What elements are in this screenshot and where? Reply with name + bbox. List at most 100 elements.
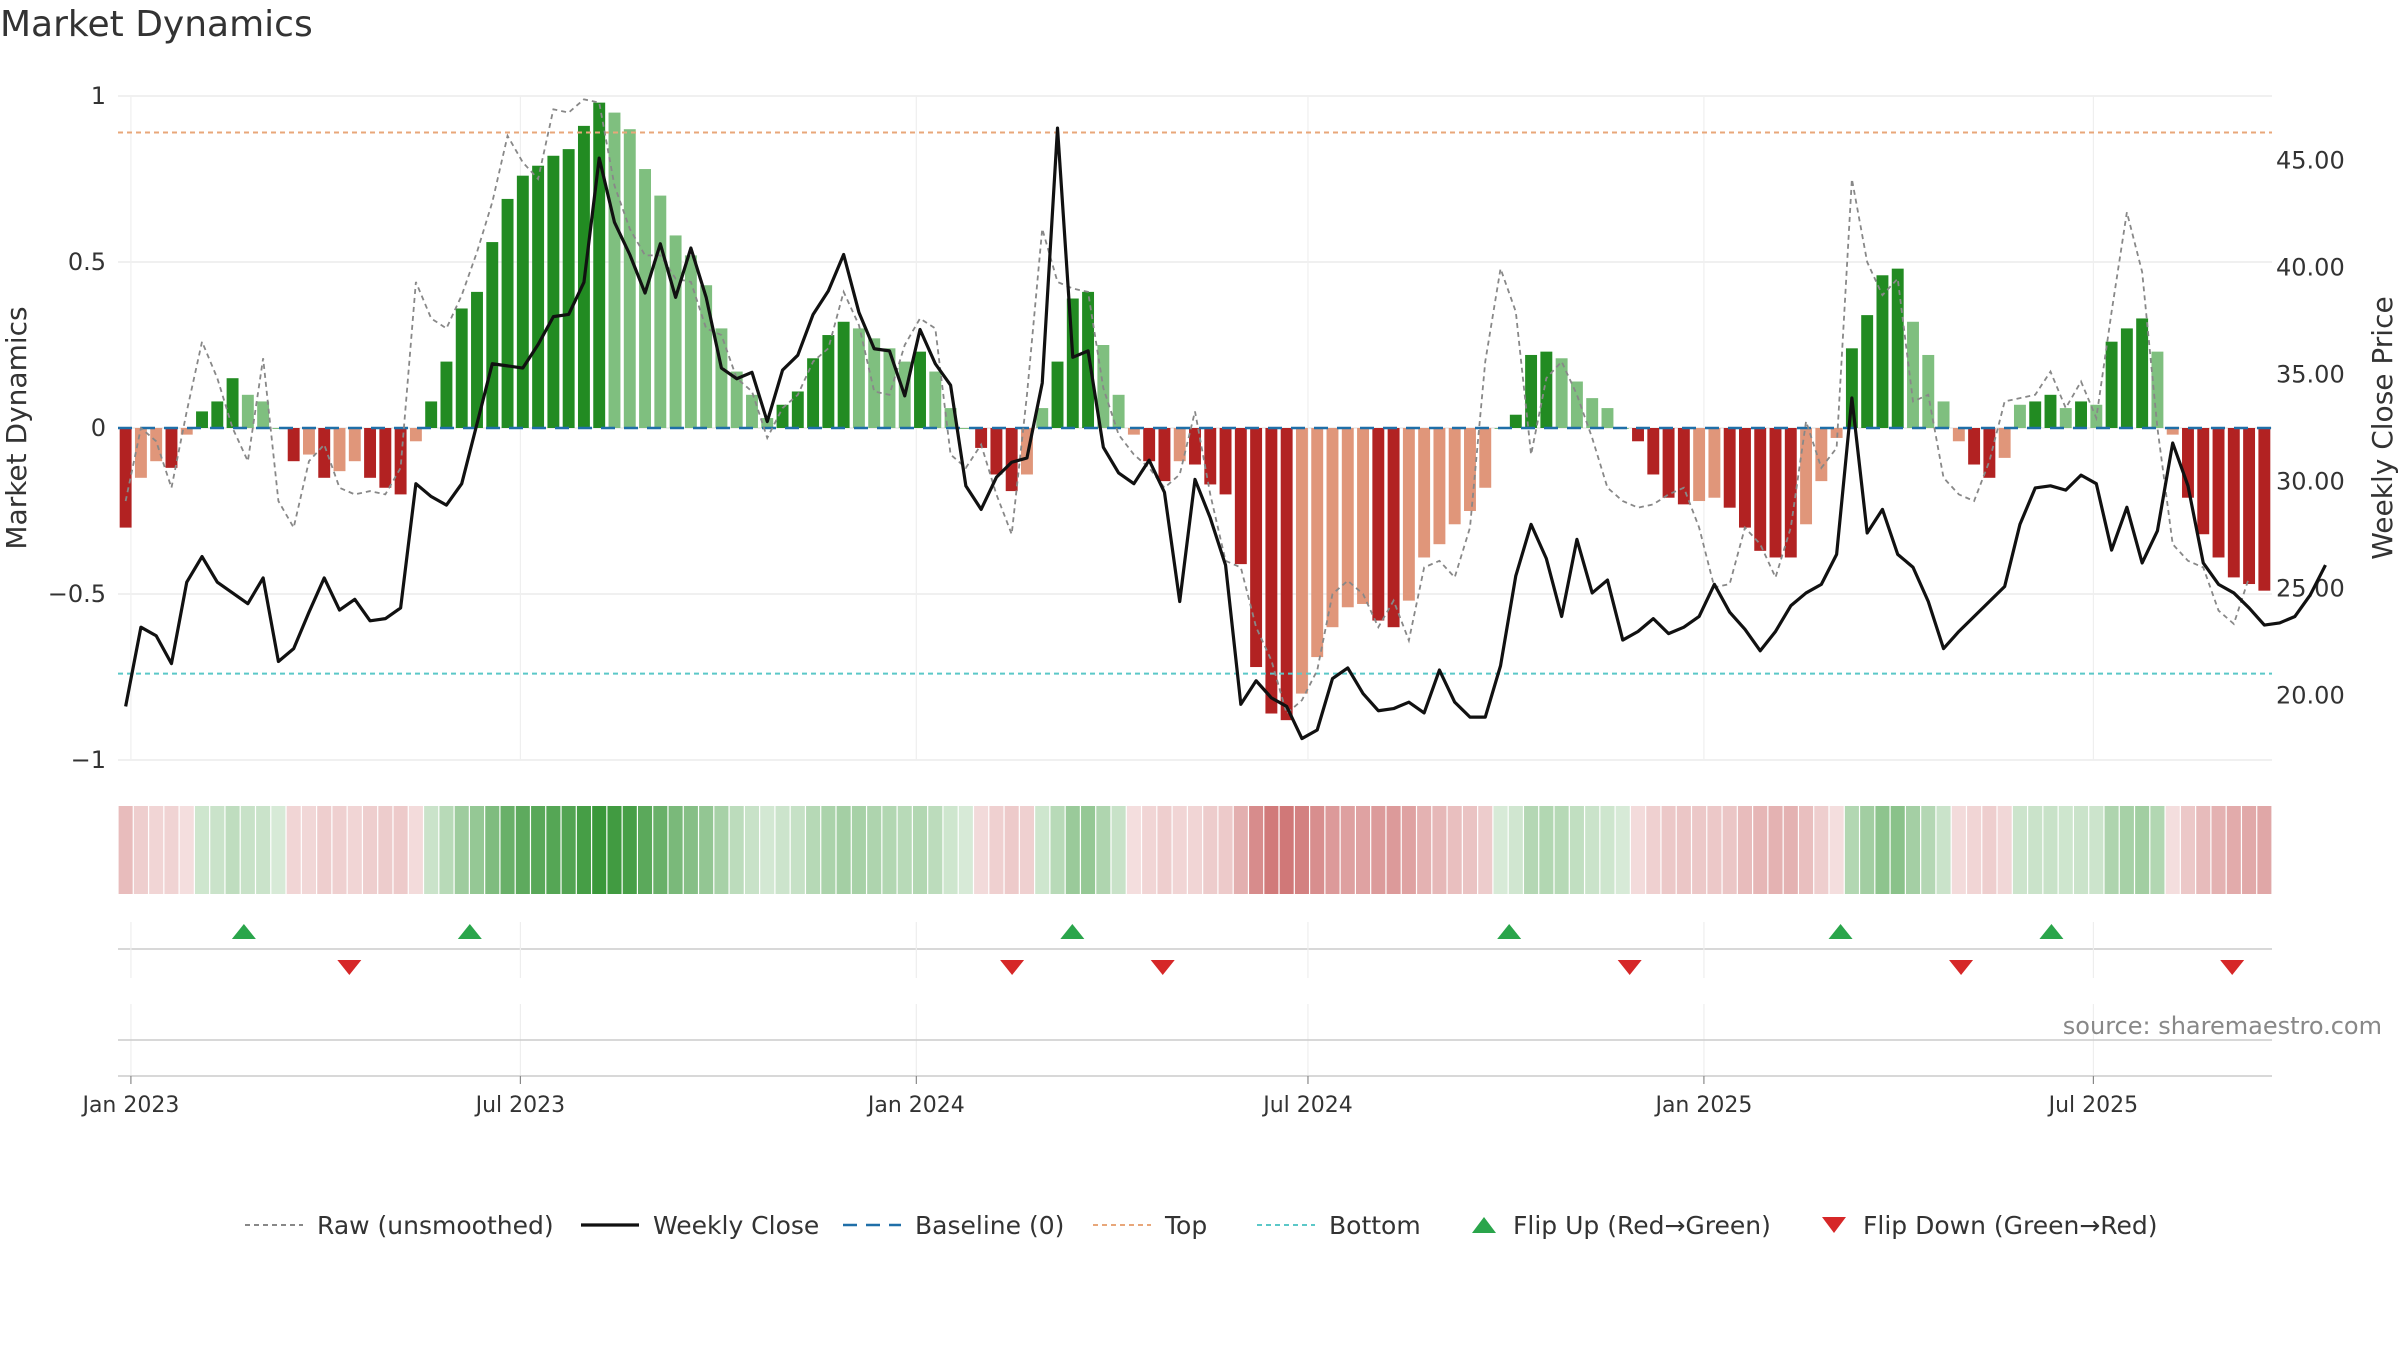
heat-strip-cell bbox=[546, 806, 561, 894]
legend-label: Bottom bbox=[1329, 1211, 1421, 1240]
heat-strip-cell bbox=[271, 806, 286, 894]
dynamics-bar bbox=[348, 428, 361, 462]
flip-up-marker bbox=[1828, 924, 1853, 939]
dynamics-bar bbox=[2029, 401, 2042, 428]
heat-strip-cell bbox=[2012, 806, 2027, 894]
heat-strip-cell bbox=[1554, 806, 1569, 894]
left-tick-label: −0.5 bbox=[48, 580, 106, 608]
heat-strip-cell bbox=[194, 806, 210, 894]
dynamics-bar bbox=[1219, 428, 1232, 495]
dynamics-bar bbox=[1127, 428, 1140, 435]
heat-strip-cell bbox=[1187, 806, 1203, 894]
dynamics-bar bbox=[1723, 428, 1736, 508]
heat-strip-cell bbox=[1035, 806, 1050, 894]
dynamics-bar bbox=[1586, 398, 1599, 428]
dynamics-bar bbox=[425, 401, 438, 428]
dynamics-bar bbox=[409, 428, 422, 442]
heat-strip-cell bbox=[378, 806, 393, 894]
heat-strip-cell bbox=[2074, 806, 2089, 894]
heat-strip-cell bbox=[2242, 806, 2257, 894]
dynamics-bar bbox=[2258, 428, 2271, 591]
dynamics-bar bbox=[379, 428, 392, 488]
source-note: source: sharemaestro.com bbox=[2062, 1012, 2382, 1040]
dynamics-bar bbox=[226, 378, 239, 428]
right-tick-label: 30.00 bbox=[2276, 468, 2345, 496]
legend: Raw (unsmoothed) Weekly Close Baseline (0)… bbox=[245, 1211, 2158, 1240]
dynamics-bar bbox=[2227, 428, 2240, 578]
heat-strip-cell bbox=[2135, 806, 2150, 894]
heat-strip-cell bbox=[2226, 806, 2241, 894]
dynamics-bar bbox=[1525, 354, 1538, 428]
heat-strip-cell bbox=[1065, 806, 1080, 894]
legend-label: Top bbox=[1164, 1211, 1207, 1240]
heat-strip-cell bbox=[286, 806, 301, 894]
heat-strip-cell bbox=[1569, 806, 1584, 894]
heat-strip-cell bbox=[1325, 806, 1340, 894]
heat-strip-cell bbox=[1264, 806, 1279, 894]
dynamics-bar bbox=[944, 408, 957, 428]
heat-strip-cell bbox=[1356, 806, 1371, 894]
heat-strip-cell bbox=[729, 806, 744, 894]
dynamics-bar bbox=[1372, 428, 1385, 621]
dynamics-bar bbox=[211, 401, 224, 428]
dynamics-bar bbox=[623, 129, 636, 428]
left-tick-label: 0 bbox=[91, 414, 106, 442]
legend-label: Flip Down (Green→Red) bbox=[1863, 1211, 2158, 1240]
heat-strip-cell bbox=[974, 806, 989, 894]
heat-strip-cell bbox=[744, 806, 760, 894]
dynamics-bar bbox=[593, 102, 606, 428]
dynamics-bar bbox=[1845, 348, 1858, 428]
dynamics-bar bbox=[1677, 428, 1690, 505]
legend-label: Baseline (0) bbox=[915, 1211, 1064, 1240]
heat-strip-cell bbox=[1860, 806, 1875, 894]
dynamics-bar bbox=[1662, 428, 1675, 498]
heat-strip-cell bbox=[1524, 806, 1539, 894]
dynamics-bar bbox=[1005, 428, 1018, 492]
dynamics-bar bbox=[1952, 428, 1965, 442]
heat-strip-cell bbox=[1951, 806, 1966, 894]
dynamics-bar bbox=[1158, 428, 1171, 482]
dynamics-bar bbox=[746, 394, 758, 428]
y-axis-label-right: Weekly Close Price bbox=[2366, 296, 2399, 559]
dynamics-bar bbox=[150, 428, 163, 462]
dynamics-bar bbox=[715, 328, 728, 428]
dynamics-bar bbox=[1632, 428, 1644, 442]
dynamics-bar bbox=[1647, 428, 1660, 475]
dynamics-bar bbox=[1357, 428, 1370, 604]
left-tick-label: 0.5 bbox=[68, 248, 106, 276]
heat-strip-cell bbox=[1890, 806, 1905, 894]
heat-strip-cell bbox=[240, 806, 255, 894]
heat-strip-cell bbox=[1829, 806, 1844, 894]
heat-strip-cell bbox=[1218, 806, 1233, 894]
dynamics-bar bbox=[2075, 401, 2088, 428]
heat-strip-cell bbox=[149, 806, 164, 894]
flip-up-marker bbox=[1497, 924, 1522, 939]
dynamics-bar bbox=[562, 149, 575, 428]
heat-strip-cell bbox=[1172, 806, 1187, 894]
x-tick-label: Jan 2024 bbox=[866, 1093, 965, 1118]
heat-strip-cell bbox=[1844, 806, 1859, 894]
heat-strip-cell bbox=[1447, 806, 1462, 894]
right-tick-label: 45.00 bbox=[2276, 146, 2345, 174]
heat-strip-cell bbox=[1279, 806, 1294, 894]
heat-strip-cell bbox=[2043, 806, 2058, 894]
heat-strip-cell bbox=[1294, 806, 1309, 894]
dynamics-bar bbox=[1066, 298, 1079, 428]
x-tick-label: Jan 2023 bbox=[80, 1093, 179, 1118]
heat-strip-cell bbox=[1615, 806, 1630, 894]
dynamics-bar bbox=[1769, 428, 1782, 558]
heat-strip-cell bbox=[393, 806, 408, 894]
heat-strip-cell bbox=[2104, 806, 2119, 894]
heat-strip-cell bbox=[1019, 806, 1034, 894]
heat-strip-cell bbox=[1340, 806, 1355, 894]
right-tick-label: 25.00 bbox=[2276, 575, 2345, 603]
heat-strip-cell bbox=[714, 806, 729, 894]
heat-strip-cell bbox=[821, 806, 836, 894]
x-tick-label: Jul 2024 bbox=[1261, 1093, 1353, 1118]
heat-strip-cell bbox=[1004, 806, 1019, 894]
flip-up-marker bbox=[457, 924, 482, 939]
heat-strip-cell bbox=[500, 806, 515, 894]
dynamics-bar bbox=[1693, 428, 1706, 502]
heat-strip-cell bbox=[1126, 806, 1141, 894]
